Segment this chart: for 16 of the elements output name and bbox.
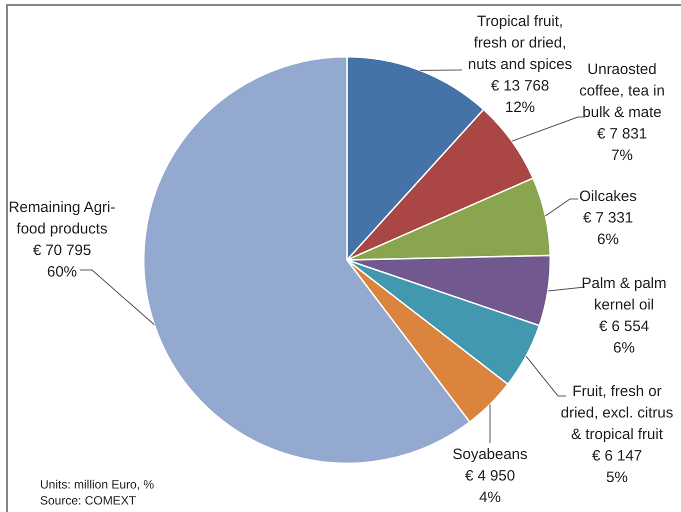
data-label: € 7 331 6% (582, 210, 634, 248)
data-label: € 4 950 4% (464, 468, 516, 506)
text: Units: million Euro, % (40, 477, 154, 492)
source-note: Source: COMEXT (40, 493, 137, 508)
slice-label: Remaining Agri-food products (8, 199, 116, 238)
data-label: € 6 147 5% (592, 448, 642, 486)
data-label: € 13 768 12% (490, 78, 550, 116)
slice-label: Tropical fruit, fresh or dried, nuts and spices (468, 13, 572, 74)
data-label: € 7 831 7% (596, 126, 648, 164)
slice-label: Palm & palm kernel oil (581, 275, 667, 314)
data-label: € 70 795 60% (32, 242, 92, 281)
slice-label: Oilcakes (579, 188, 637, 206)
data-label: € 6 554 6% (598, 318, 650, 357)
slice-label: Fruit, fresh or dried, excl. citrus & tropical fruit (560, 383, 674, 444)
slice-label: Soyabeans (452, 446, 528, 464)
slice-label: Unraosted coffee, tea in bulk & mate (579, 61, 665, 122)
